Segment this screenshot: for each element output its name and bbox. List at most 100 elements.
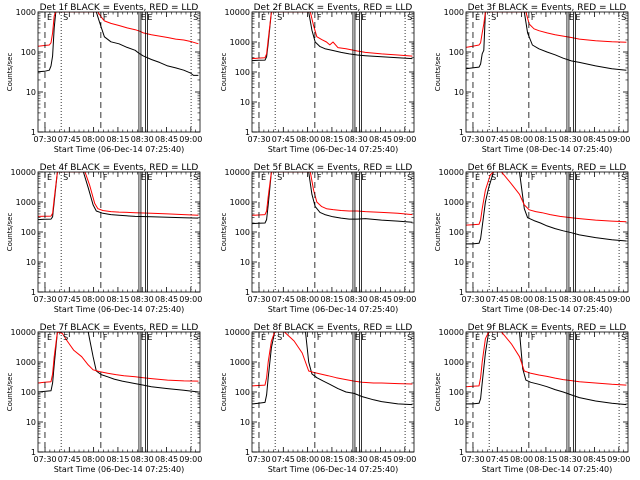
x-tick-label: 08:45 (155, 295, 178, 304)
x-tick-label: 09:00 (393, 455, 416, 464)
y-axis-label: Counts/sec (6, 373, 14, 412)
panel-title: Det 8f BLACK = Events, RED = LLD (254, 323, 413, 333)
marker-label: S (277, 13, 282, 22)
x-tick-label: 07:30 (33, 135, 56, 144)
x-tick-label: 08:15 (320, 135, 343, 144)
x-tick-label: 07:30 (247, 295, 270, 304)
marker-label: S (277, 173, 282, 182)
x-tick-label: 08:30 (131, 455, 154, 464)
marker-label: S (491, 13, 496, 22)
y-tick-label: 10 (454, 258, 464, 267)
y-tick-label: 1 (245, 128, 250, 137)
x-axis-label: Start Time (08-Dec-14 07:25:40) (482, 305, 613, 314)
x-axis-label: Start Time (06-Dec-14 07:25:40) (268, 465, 399, 474)
marker-label: F (317, 333, 322, 342)
marker-label: E (355, 173, 360, 182)
series-events (38, 12, 199, 76)
panel-det-5: Det 5f BLACK = Events, RED = LLD 1 10 100 10… (220, 163, 416, 314)
x-axis-label: Start Time (06-Dec-14 07:25:40) (54, 465, 185, 474)
y-tick-label: 1 (31, 288, 36, 297)
y-tick-label: 1000 (444, 358, 464, 367)
x-axis-label: Start Time (08-Dec-14 07:25:40) (482, 465, 613, 474)
y-tick-label: 1000 (444, 8, 464, 17)
y-axis-label: Counts/sec (434, 373, 442, 412)
series-lld (466, 172, 627, 226)
series-lld (252, 12, 413, 60)
x-tick-label: 08:30 (131, 295, 154, 304)
marker-label: F (531, 173, 536, 182)
x-tick-label: 08:45 (155, 135, 178, 144)
series-lld (38, 332, 199, 384)
x-tick-label: 07:30 (461, 455, 484, 464)
panel-det-6: Det 6f BLACK = Events, RED = LLD 1 10 100 10… (434, 163, 630, 314)
marker-label: E (569, 13, 574, 22)
y-tick-label: 1000 (230, 38, 250, 47)
series-events (466, 172, 627, 245)
y-tick-label: 100 (21, 388, 36, 397)
y-axis-label: Counts/sec (434, 53, 442, 92)
y-tick-label: 100 (235, 388, 250, 397)
y-tick-label: 10 (240, 258, 250, 267)
y-axis-label: Counts/sec (220, 373, 228, 412)
x-tick-label: 09:00 (607, 455, 630, 464)
y-tick-label: 100 (21, 228, 36, 237)
x-tick-label: 08:00 (82, 455, 105, 464)
series-events (252, 332, 413, 406)
panel-title: Det 2f BLACK = Events, RED = LLD (254, 3, 413, 13)
x-tick-label: 07:45 (272, 455, 295, 464)
marker-label: F (531, 333, 536, 342)
y-tick-label: 1 (459, 288, 464, 297)
marker-label: E (141, 173, 146, 182)
panel-title: Det 5f BLACK = Events, RED = LLD (254, 163, 413, 173)
series-events (38, 332, 199, 393)
x-tick-label: 07:30 (247, 135, 270, 144)
panel-det-2: Det 2f BLACK = Events, RED = LLD 1 10 100 10… (220, 3, 416, 154)
x-tick-label: 07:30 (247, 455, 270, 464)
x-tick-label: 09:00 (179, 135, 202, 144)
marker-label: E (47, 173, 52, 182)
x-tick-label: 07:45 (272, 295, 295, 304)
marker-label: S (277, 333, 282, 342)
y-axis-label: Counts/sec (6, 213, 14, 252)
panel-det-9: Det 9f BLACK = Events, RED = LLD 1 10 100 10… (434, 323, 630, 474)
marker-label: E (475, 333, 480, 342)
marker-label: E (475, 13, 480, 22)
panel-title: Det 9f BLACK = Events, RED = LLD (468, 323, 627, 333)
x-tick-label: 08:15 (320, 295, 343, 304)
y-tick-label: 1000 (16, 198, 36, 207)
x-tick-label: 09:00 (179, 295, 202, 304)
x-tick-label: 07:45 (486, 295, 509, 304)
x-tick-label: 08:45 (369, 135, 392, 144)
marker-label: S (407, 333, 412, 342)
panel-det-7: Det 7f BLACK = Events, RED = LLD 1 10 100 10… (6, 323, 202, 474)
y-tick-label: 1 (245, 288, 250, 297)
x-axis-label: Start Time (08-Dec-14 07:25:40) (482, 145, 613, 154)
marker-label: S (63, 173, 68, 182)
series-events (466, 332, 627, 406)
x-tick-label: 08:30 (345, 295, 368, 304)
y-tick-label: 1 (245, 448, 250, 457)
x-tick-label: 08:15 (320, 455, 343, 464)
marker-label: E (147, 173, 152, 182)
x-tick-label: 07:45 (272, 135, 295, 144)
x-tick-label: 08:45 (583, 455, 606, 464)
x-tick-label: 08:15 (106, 295, 129, 304)
panel-title: Det 1f BLACK = Events, RED = LLD (40, 3, 199, 13)
x-tick-label: 08:00 (296, 295, 319, 304)
marker-label: E (147, 13, 152, 22)
marker-label: S (407, 173, 412, 182)
marker-label: S (621, 13, 626, 22)
marker-label: E (261, 173, 266, 182)
y-tick-label: 100 (235, 228, 250, 237)
y-tick-label: 100 (449, 388, 464, 397)
x-tick-label: 08:30 (559, 135, 582, 144)
y-tick-label: 1000 (230, 358, 250, 367)
marker-label: S (621, 333, 626, 342)
y-axis-label: Counts/sec (220, 53, 228, 92)
series-events (252, 12, 413, 62)
x-tick-label: 07:30 (461, 135, 484, 144)
y-axis-label: Counts/sec (434, 213, 442, 252)
y-tick-label: 10000 (225, 168, 250, 177)
marker-label: S (63, 13, 68, 22)
x-tick-label: 08:45 (369, 455, 392, 464)
